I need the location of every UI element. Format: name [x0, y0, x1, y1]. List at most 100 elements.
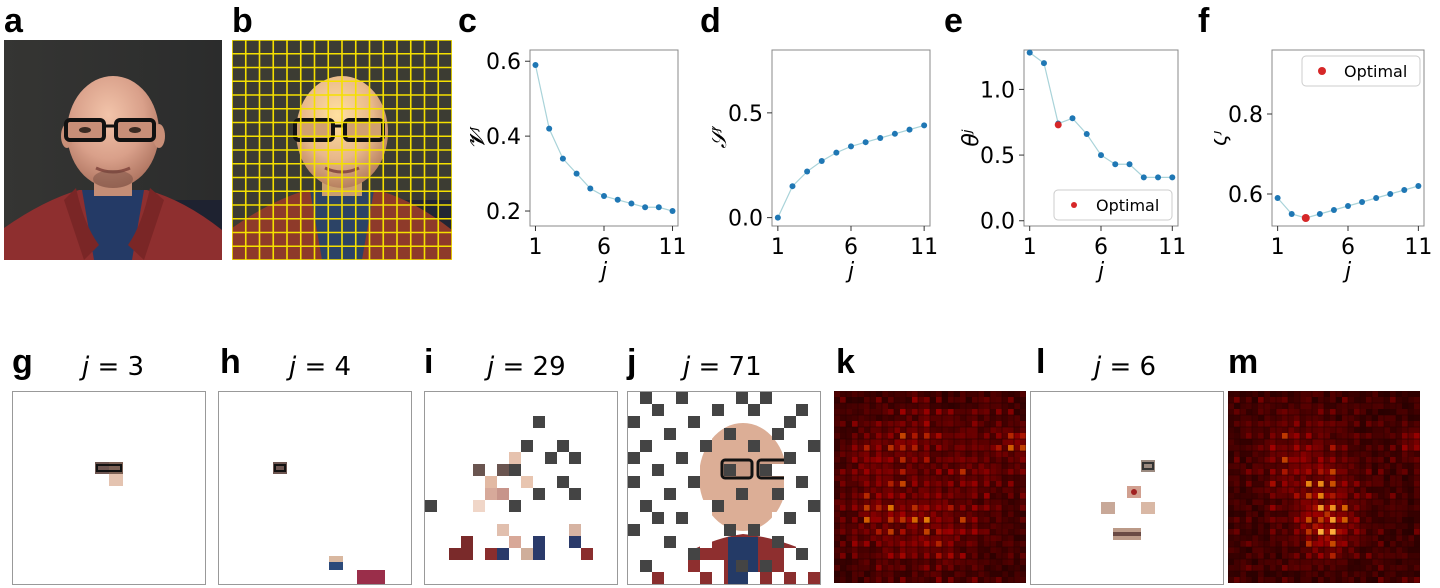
- masked-patch: [664, 404, 676, 416]
- heatmap-cell: [996, 421, 1002, 427]
- heatmap-cell: [1228, 457, 1234, 463]
- heatmap-cell: [1360, 535, 1366, 541]
- heatmap-cell: [876, 463, 882, 469]
- heatmap-cell: [936, 565, 942, 571]
- heatmap-cell: [882, 535, 888, 541]
- heatmap-cell: [876, 529, 882, 535]
- data-point: [669, 208, 676, 215]
- heatmap-cell: [846, 571, 852, 577]
- heatmap-cell: [1246, 487, 1252, 493]
- heatmap-cell: [930, 445, 936, 451]
- heatmap-cell: [996, 499, 1002, 505]
- heatmap-cell: [1354, 535, 1360, 541]
- heatmap-cell: [984, 505, 990, 511]
- heatmap-cell: [846, 475, 852, 481]
- heatmap-cell: [1252, 403, 1258, 409]
- heatmap-cell: [894, 493, 900, 499]
- heatmap-cell: [1270, 463, 1276, 469]
- heatmap-cell: [1002, 523, 1008, 529]
- heatmap-cell: [954, 469, 960, 475]
- heatmap-cell: [1324, 433, 1330, 439]
- heatmap-cell: [1414, 439, 1420, 445]
- heatmap-cell: [1390, 409, 1396, 415]
- heatmap-cell: [912, 463, 918, 469]
- heatmap-cell: [1264, 397, 1270, 403]
- heatmap-cell: [912, 487, 918, 493]
- heatmap-cell: [1336, 529, 1342, 535]
- panel-label-f: f: [1198, 2, 1210, 40]
- heatmap-cell: [954, 391, 960, 397]
- heatmap-cell: [1306, 427, 1312, 433]
- heatmap-cell: [1282, 391, 1288, 397]
- heatmap-cell: [1330, 505, 1336, 511]
- heatmap-cell: [990, 463, 996, 469]
- masked-patch: [712, 392, 724, 404]
- heatmap-cell: [948, 511, 954, 517]
- heatmap-cell: [1014, 457, 1020, 463]
- data-point: [573, 170, 580, 177]
- heatmap-cell: [1324, 553, 1330, 559]
- image-patch: [724, 524, 736, 536]
- heatmap-cell: [840, 565, 846, 571]
- heatmap-cell: [840, 577, 846, 583]
- heatmap-cell: [1414, 445, 1420, 451]
- heatmap-cell: [1354, 439, 1360, 445]
- heatmap-cell: [870, 457, 876, 463]
- heatmap-cell: [1312, 475, 1318, 481]
- heatmap-cell: [1324, 469, 1330, 475]
- heatmap-cell: [858, 475, 864, 481]
- heatmap-cell: [966, 523, 972, 529]
- heatmap-cell: [1258, 577, 1264, 583]
- heatmap-cell: [1300, 445, 1306, 451]
- heatmap-cell: [1318, 391, 1324, 397]
- y-axis-label: θʲ: [960, 129, 984, 146]
- heatmap-cell: [990, 457, 996, 463]
- heatmap-cell: [990, 391, 996, 397]
- heatmap-cell: [912, 559, 918, 565]
- heatmap-cell: [1330, 421, 1336, 427]
- heatmap-cell: [1008, 505, 1014, 511]
- series-line: [534, 64, 673, 212]
- heatmap-cell: [888, 505, 894, 511]
- heatmap-cell: [1414, 481, 1420, 487]
- heatmap-cell: [1414, 415, 1420, 421]
- heatmap-cell: [1264, 523, 1270, 529]
- masked-patch: [796, 512, 808, 524]
- heatmap-cell: [948, 475, 954, 481]
- x-tick-label: 1: [528, 235, 542, 260]
- heatmap-cell: [840, 445, 846, 451]
- panel-label-e: e: [944, 2, 963, 40]
- heatmap-cell: [1282, 451, 1288, 457]
- heatmap-cell: [1276, 571, 1282, 577]
- heatmap-cell: [1258, 487, 1264, 493]
- heatmap-cell: [888, 397, 894, 403]
- masked-patch: [688, 500, 700, 512]
- heatmap-cell: [1306, 559, 1312, 565]
- heatmap-cell: [1020, 493, 1026, 499]
- heatmap-cell: [1228, 559, 1234, 565]
- heatmap-cell: [1366, 517, 1372, 523]
- image-patch: [736, 488, 748, 500]
- heatmap-cell: [1414, 463, 1420, 469]
- heatmap-cell: [1252, 559, 1258, 565]
- data-point: [628, 200, 635, 207]
- heatmap-cell: [870, 463, 876, 469]
- heatmap-cell: [1258, 553, 1264, 559]
- heatmap-cell: [1234, 439, 1240, 445]
- heatmap-cell: [966, 439, 972, 445]
- heatmap-cell: [1020, 571, 1026, 577]
- heatmap-cell: [918, 421, 924, 427]
- heatmap-cell: [978, 523, 984, 529]
- heatmap-cell: [1270, 427, 1276, 433]
- heatmap-cell: [1348, 457, 1354, 463]
- heatmap-cell: [954, 409, 960, 415]
- heatmap-cell: [1390, 481, 1396, 487]
- heatmap-cell: [1342, 457, 1348, 463]
- heatmap-cell: [1336, 433, 1342, 439]
- heatmap-cell: [954, 433, 960, 439]
- heatmap-cell: [912, 475, 918, 481]
- heatmap-cell: [978, 409, 984, 415]
- heatmap-cell: [1360, 475, 1366, 481]
- heatmap-cell: [894, 499, 900, 505]
- heatmap-cell: [960, 421, 966, 427]
